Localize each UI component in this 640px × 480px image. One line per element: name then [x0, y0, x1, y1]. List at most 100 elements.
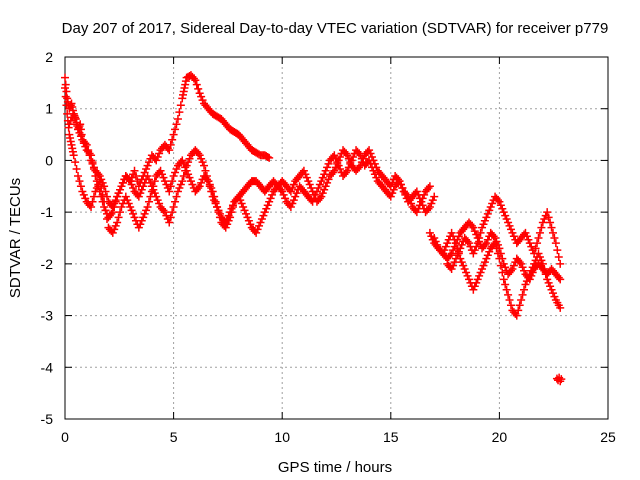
- data-point: [517, 296, 526, 305]
- data-point-interp: [366, 149, 375, 158]
- data-point-interp: [263, 201, 272, 210]
- data-point-interp: [149, 185, 158, 194]
- data-point: [169, 171, 178, 180]
- grid: [65, 57, 608, 419]
- data-point: [473, 239, 482, 248]
- data-point-interp: [150, 189, 159, 198]
- data-point-interp: [194, 149, 203, 158]
- data-point-interp: [302, 173, 311, 182]
- data-point-interp: [158, 170, 167, 179]
- data-point-interp: [449, 246, 458, 255]
- data-point-interp: [172, 120, 181, 129]
- data-point: [139, 182, 148, 191]
- y-tick-label: -2: [41, 256, 54, 272]
- data-point: [61, 84, 69, 93]
- data-point-interp: [94, 170, 103, 179]
- data-point: [139, 213, 148, 222]
- data-point-interp: [554, 273, 563, 282]
- data-point: [491, 234, 500, 242]
- data-point-interp: [367, 152, 376, 161]
- data-point: [165, 146, 174, 155]
- data-point-interp: [185, 173, 194, 182]
- y-tick-label: 0: [45, 152, 53, 168]
- series-track-c: [65, 109, 439, 237]
- data-point-interp: [441, 242, 450, 251]
- data-point-interp: [424, 184, 433, 193]
- data-point-interp: [89, 163, 98, 172]
- data-point: [317, 177, 326, 186]
- data-point-interp: [253, 225, 262, 234]
- data-point: [430, 192, 439, 201]
- data-point-interp: [470, 246, 479, 255]
- data-point-interp: [210, 192, 219, 201]
- data-point: [108, 228, 117, 237]
- data-point-interp: [428, 235, 437, 244]
- data-point-interp: [228, 202, 237, 211]
- data-point: [252, 228, 261, 237]
- data-point-interp: [257, 215, 266, 224]
- data-point-interp: [496, 201, 505, 210]
- data-point: [525, 239, 534, 248]
- data-point: [126, 202, 135, 211]
- data-point-interp: [166, 213, 175, 222]
- data-point: [508, 265, 517, 274]
- data-point-interp: [346, 158, 355, 167]
- data-point-interp: [72, 120, 81, 129]
- data-point-interp: [515, 258, 524, 267]
- y-tick-label: -4: [41, 359, 54, 375]
- data-point-interp: [415, 194, 424, 203]
- data-point-interp: [501, 263, 510, 272]
- data-point-interp: [89, 192, 98, 201]
- data-point: [152, 156, 161, 165]
- data-point-interp: [493, 240, 502, 249]
- data-point-interp: [131, 171, 140, 180]
- data-point-interp: [502, 285, 511, 294]
- data-point-interp: [266, 194, 275, 203]
- series-outlier: [552, 373, 566, 386]
- data-point-interp: [372, 173, 381, 182]
- data-point: [69, 109, 78, 118]
- data-point: [469, 223, 478, 232]
- data-point-interp: [428, 196, 437, 205]
- data-point-interp: [318, 173, 327, 182]
- data-point-interp: [71, 158, 80, 167]
- data-point-interp: [414, 190, 423, 199]
- data-point-interp: [505, 296, 514, 305]
- data-point-interp: [246, 220, 255, 229]
- data-point-interp: [548, 228, 557, 237]
- data-point: [286, 187, 295, 196]
- data-point-interp: [470, 282, 479, 291]
- data-point-interp: [453, 251, 462, 260]
- data-point: [243, 213, 252, 222]
- y-tick-label: 1: [45, 101, 53, 117]
- data-point-interp: [172, 165, 181, 174]
- data-point: [117, 182, 126, 191]
- data-point: [425, 228, 434, 237]
- y-tick-label: -3: [41, 308, 54, 324]
- data-point-interp: [463, 237, 472, 246]
- data-point-interp: [480, 240, 489, 249]
- data-point-interp: [102, 192, 111, 201]
- data-point: [534, 234, 543, 242]
- data-point-interp: [396, 180, 405, 189]
- data-point-interp: [480, 216, 489, 225]
- data-point: [304, 177, 313, 186]
- series-track-f: [443, 192, 565, 274]
- plot-frame: [64, 56, 609, 420]
- y-axis-title: SDTVAR / TECUs: [7, 178, 24, 298]
- data-point-interp: [301, 170, 310, 179]
- data-point: [386, 192, 395, 201]
- data-point-interp: [307, 184, 316, 193]
- data-point-interp: [550, 292, 559, 301]
- data-point-interp: [281, 194, 290, 203]
- data-point: [473, 275, 482, 284]
- data-point-interp: [531, 244, 540, 253]
- data-point-interp: [72, 165, 81, 174]
- data-point-interp: [171, 168, 180, 177]
- data-point: [87, 156, 96, 165]
- data-point: [95, 171, 104, 180]
- data-point: [213, 202, 222, 211]
- data-point-interp: [388, 178, 397, 187]
- data-point-interp: [315, 194, 324, 203]
- data-point: [482, 213, 491, 222]
